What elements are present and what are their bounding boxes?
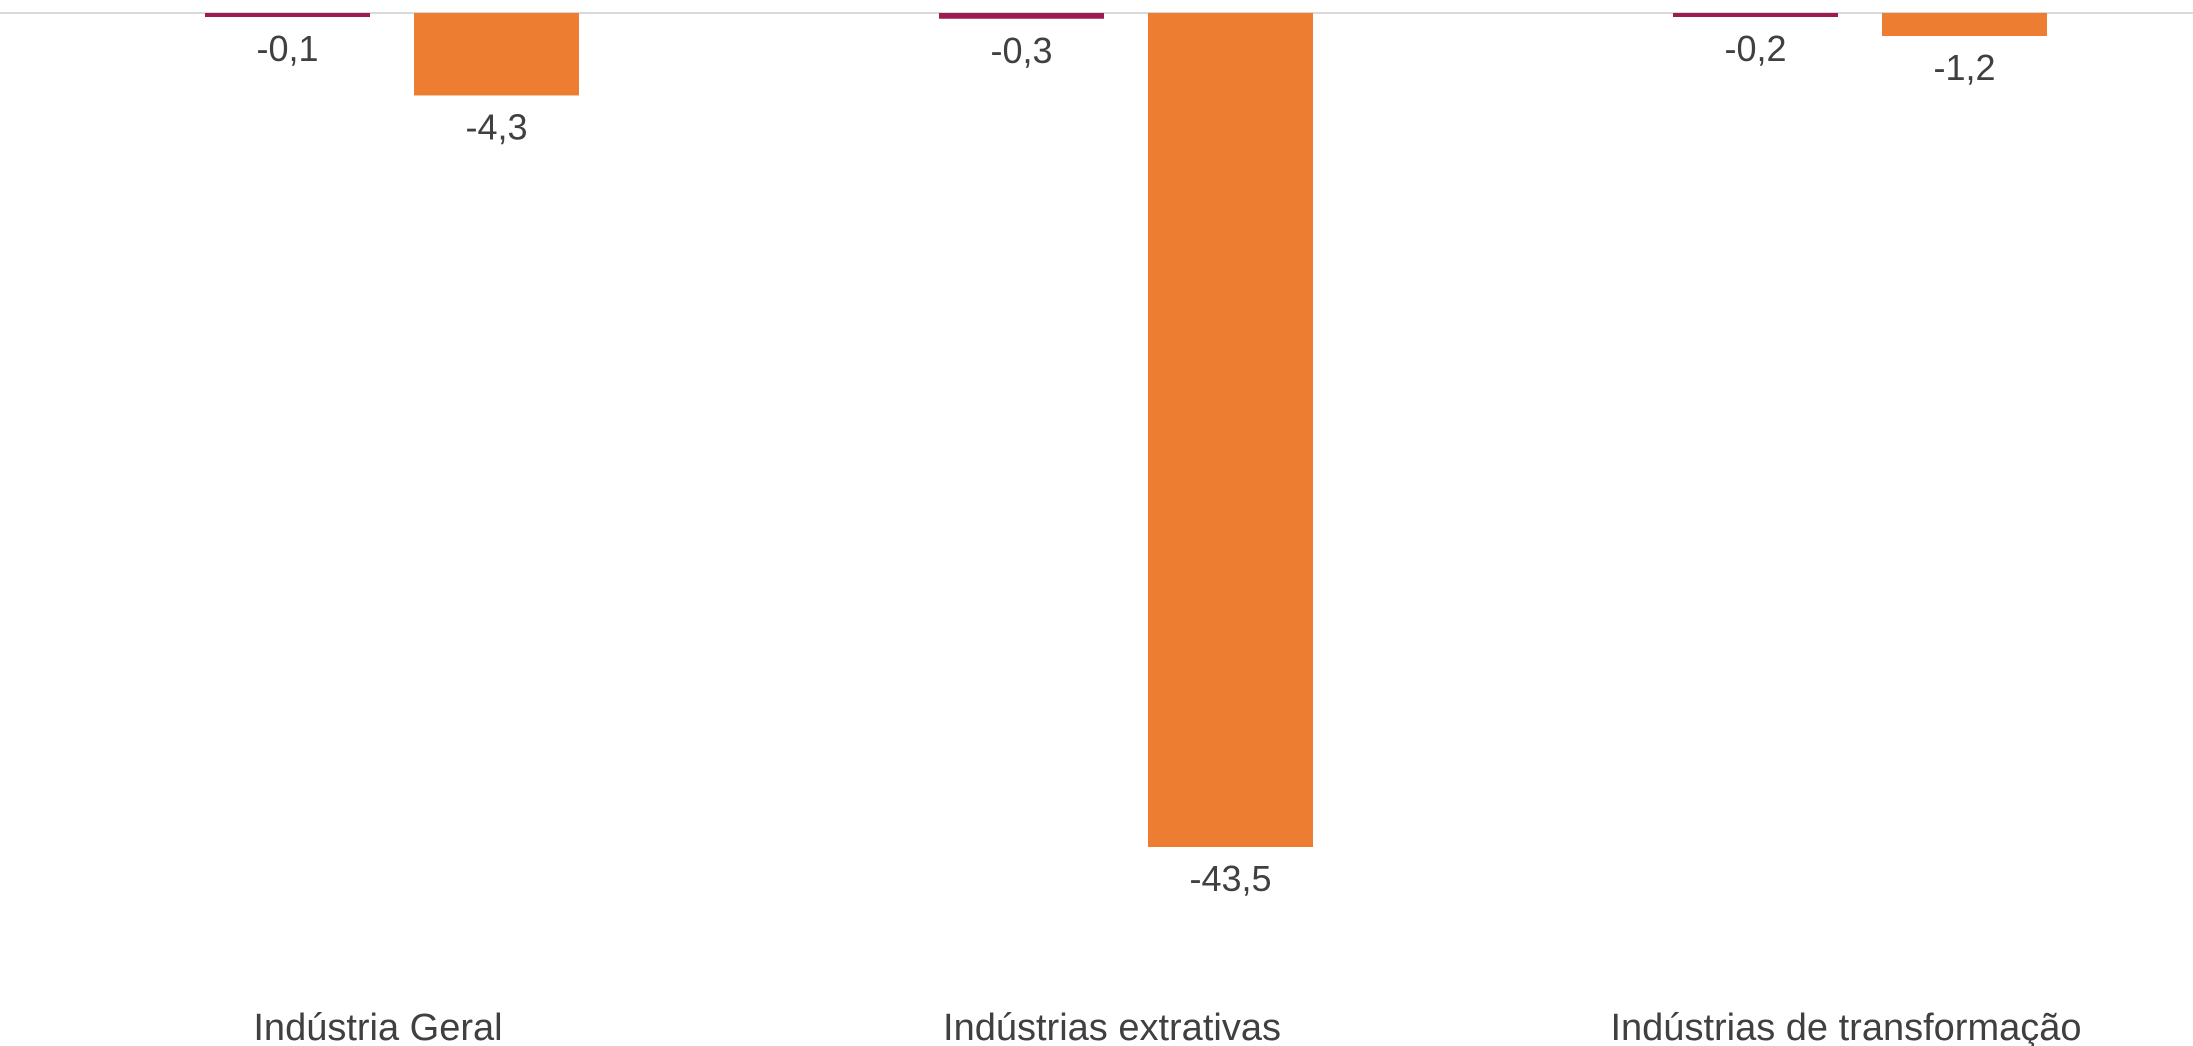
category-label-industria-geral: Indústria Geral: [253, 1007, 502, 1046]
bar-industria-geral-series-1: [205, 13, 370, 17]
bar-industria-geral-series-2: [414, 13, 579, 96]
bars-group: [205, 13, 2047, 847]
category-label-industrias-de-transformacao: Indústrias de transformação: [1610, 1007, 2081, 1046]
data-label-industria-geral-series-2: -4,3: [465, 106, 527, 147]
category-label-industrias-extrativas: Indústrias extrativas: [943, 1007, 1281, 1046]
data-label-industrias-de-transformacao-series-1: -0,2: [1724, 28, 1786, 69]
data-label-industrias-de-transformacao-series-2: -1,2: [1933, 47, 1995, 88]
data-label-industrias-extrativas-series-1: -0,3: [990, 30, 1052, 71]
category-labels-group: Indústria Geral Indústrias extrativas Indú…: [253, 1007, 2081, 1046]
data-labels-group: -0,1 -4,3 -0,3 -43,5 -0,2 -1,2: [256, 28, 1995, 899]
bar-industrias-de-transformacao-series-1: [1673, 13, 1838, 17]
data-label-industria-geral-series-1: -0,1: [256, 28, 318, 69]
bar-industrias-extrativas-series-2: [1148, 13, 1313, 847]
data-label-industrias-extrativas-series-2: -43,5: [1189, 858, 1271, 899]
bar-industrias-extrativas-series-1: [939, 13, 1104, 19]
bar-industrias-de-transformacao-series-2: [1882, 13, 2047, 37]
